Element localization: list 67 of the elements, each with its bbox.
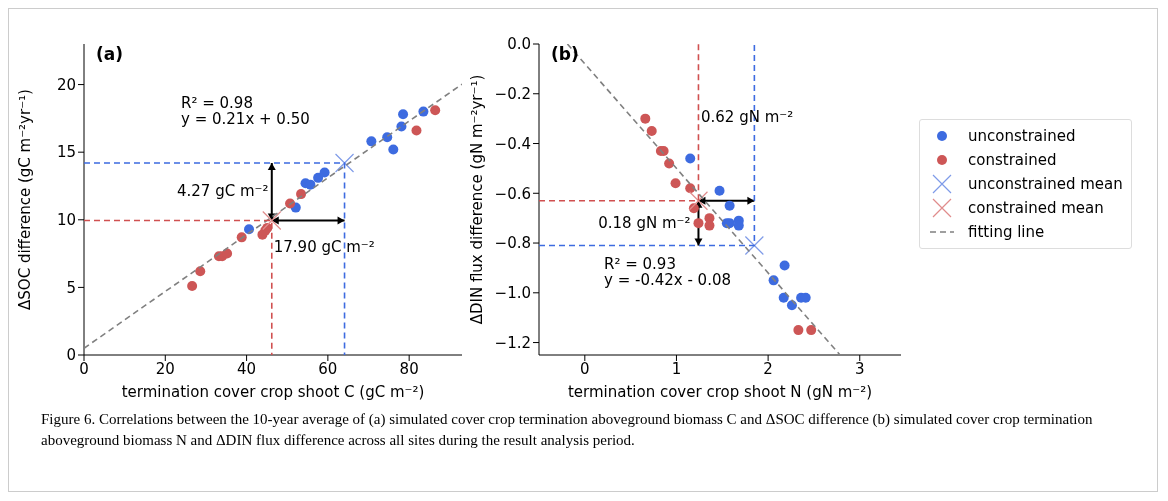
x-tick-label: 60	[318, 359, 338, 378]
annotation: R² = 0.98	[181, 94, 253, 112]
y-tick-label: 20	[56, 75, 76, 94]
point	[411, 125, 422, 136]
x-tick-label: 2	[763, 359, 773, 378]
point	[305, 179, 316, 190]
point	[779, 260, 790, 271]
point	[334, 153, 355, 173]
x-tick-label: 0	[580, 359, 590, 378]
point	[778, 292, 789, 303]
y-tick-label: −0.2	[494, 85, 531, 104]
point	[187, 281, 198, 292]
point	[724, 200, 735, 211]
x-tick-label: 0	[79, 359, 89, 378]
annotation: R² = 0.93	[604, 255, 676, 273]
x-tick-label: 3	[854, 359, 865, 378]
y-axis-title: ΔSOC difference (gC m⁻²yr⁻¹)	[16, 89, 35, 310]
point	[793, 325, 804, 336]
annotation: 17.90 gC m⁻²	[273, 238, 375, 257]
point	[430, 105, 441, 116]
annotation: y = 0.21x + 0.50	[181, 110, 310, 128]
point	[222, 248, 233, 259]
point	[685, 153, 696, 164]
y-tick-label: −0.6	[494, 184, 531, 203]
y-tick-label: 5	[66, 278, 76, 297]
y-tick-label: 10	[56, 211, 76, 230]
point	[806, 325, 817, 336]
y-tick-label: −0.4	[494, 134, 531, 153]
chart-title: (b)	[551, 44, 579, 64]
y-axis-title: ΔDIN flux difference (gN m⁻²yr⁻¹)	[468, 74, 487, 325]
x-axis-title: termination cover crop shoot N (gN m⁻²)	[567, 383, 873, 401]
annotation: 4.27 gC m⁻²	[177, 182, 269, 200]
point	[640, 113, 651, 124]
y-tick-label: −0.8	[494, 234, 531, 253]
annotation: y = -0.42x - 0.08	[604, 271, 732, 289]
legend-label: unconstrained	[968, 127, 1076, 145]
legend-label: fitting line	[968, 223, 1045, 241]
y-tick-label: −1.2	[494, 333, 531, 352]
point	[744, 235, 764, 256]
point	[688, 191, 709, 211]
legend-label: constrained mean	[968, 199, 1104, 217]
point	[262, 210, 282, 231]
point	[313, 172, 324, 183]
y-tick-label: 0.0	[507, 35, 531, 54]
point	[319, 167, 330, 178]
y-tick-label: −1.0	[494, 284, 531, 303]
caption: Figure 6. Correlations between the 10-year average of (a) simulated cover crop termination aboveground biomass C and ΔSOC difference (b) simulated cover crop termination aboveground biomass N and ΔDIN flux difference across all sites during the result analysis period.	[41, 410, 1094, 450]
x-axis-title: termination cover crop shoot C (gC m⁻²)	[121, 383, 425, 401]
point	[646, 126, 657, 137]
point	[388, 144, 399, 155]
chart-title: (a)	[96, 44, 124, 64]
point	[693, 218, 704, 229]
y-tick-label: 0	[66, 346, 76, 365]
point	[714, 185, 725, 196]
y-tick-label: 15	[56, 143, 76, 162]
point	[398, 109, 409, 120]
legend-label: unconstrained mean	[968, 175, 1123, 193]
x-tick-label: 20	[155, 359, 175, 378]
x-tick-label: 40	[237, 359, 257, 378]
legend-label: constrained	[968, 151, 1057, 169]
point	[366, 136, 377, 147]
x-tick-label: 80	[399, 359, 419, 378]
x-tick-label: 1	[671, 359, 682, 378]
annotation: 0.18 gN m⁻²	[598, 214, 691, 233]
point	[195, 266, 206, 277]
annotation: 0.62 gN m⁻²	[701, 108, 794, 126]
point	[670, 178, 681, 189]
